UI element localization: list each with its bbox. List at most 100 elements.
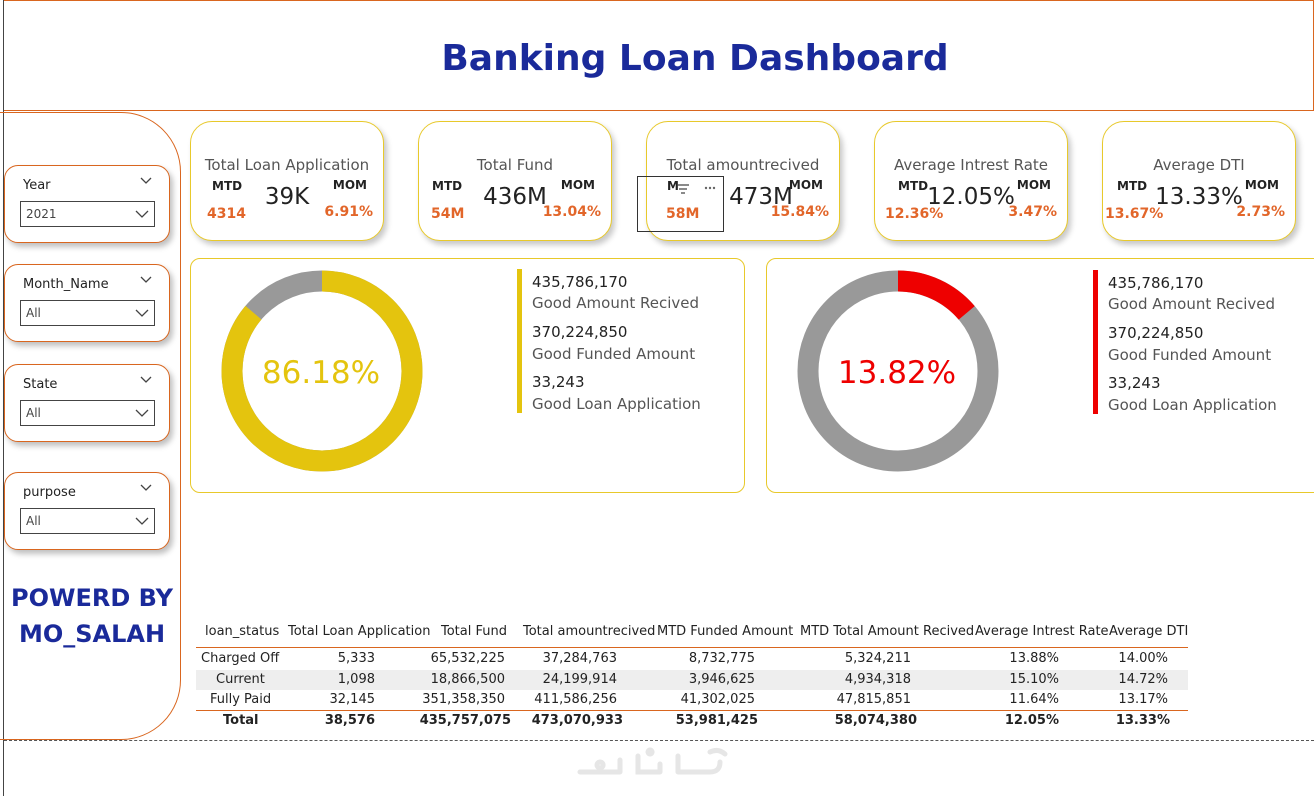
- table-total-row: Total 38,576 435,757,075 473,070,933 53,…: [196, 711, 1188, 731]
- table-cell: 411,586,256: [534, 692, 617, 707]
- table-cell: 24,199,914: [542, 672, 617, 687]
- kpi-mtd-label: M: [667, 179, 679, 193]
- frame-left-border: [3, 0, 4, 796]
- good-amount-received-label: Good Amount Recived: [532, 294, 699, 312]
- sidebar-panel: [0, 112, 181, 740]
- table-header-cell[interactable]: Total Fund: [441, 624, 507, 639]
- table-cell: 38,576: [324, 713, 375, 728]
- table-row[interactable]: Current 1,098 18,866,500 24,199,914 3,94…: [196, 670, 1188, 690]
- bad-loan-legend-bar: [1093, 270, 1098, 414]
- table-cell: 13.88%: [1009, 651, 1059, 666]
- page-title: Banking Loan Dashboard: [441, 38, 949, 79]
- slicer-year: Year 2021: [4, 165, 170, 243]
- table-cell: 58,074,380: [834, 713, 917, 728]
- table-cell: 65,532,225: [430, 651, 505, 666]
- table-header-cell[interactable]: loan_status: [205, 624, 280, 639]
- table-cell: 14.72%: [1118, 672, 1168, 687]
- bad-funded-amount-label: Good Funded Amount: [1108, 346, 1272, 364]
- bad-loan-donut: [797, 270, 999, 472]
- visual-focus-box[interactable]: [637, 176, 724, 232]
- kpi-mom-value: 15.84%: [770, 204, 829, 220]
- table-header-cell[interactable]: MTD Total Amount Recived: [800, 624, 975, 639]
- good-loan-legend-bar: [517, 269, 522, 413]
- bad-loan-application-value: 33,243: [1108, 374, 1161, 392]
- table-cell: 18,866,500: [430, 672, 505, 687]
- month-dropdown[interactable]: All: [20, 300, 155, 326]
- watermark-logo: [577, 747, 728, 775]
- table-cell: 5,324,211: [844, 651, 911, 666]
- good-funded-amount-value: 370,224,850: [532, 323, 628, 341]
- kpi-mtd-value: 54M: [431, 206, 465, 222]
- chevron-down-icon[interactable]: [139, 174, 153, 188]
- bad-loan-percent: 13.82%: [837, 355, 957, 391]
- slicer-purpose: purpose All: [4, 472, 170, 550]
- kpi-mtd-label: MTD: [432, 179, 463, 193]
- kpi-mom-label: MOM: [1244, 178, 1279, 192]
- table-header-cell[interactable]: Total amountrecived: [523, 624, 656, 639]
- kpi-mom-label: MOM: [560, 178, 595, 192]
- kpi-title: Total Loan Application: [204, 156, 370, 174]
- table-header-cell[interactable]: MTD Funded Amount: [657, 624, 794, 639]
- kpi-mtd-value: 12.36%: [885, 206, 944, 222]
- kpi-value: 13.33%: [1155, 184, 1243, 210]
- kpi-title: Average DTI: [1153, 156, 1245, 174]
- good-loan-panel: 86.18% 435,786,170 Good Amount Recived 3…: [190, 258, 745, 493]
- bad-funded-amount-value: 370,224,850: [1108, 324, 1204, 342]
- kpi-card-average-dti[interactable]: Average DTI MTD MOM 13.33% 13.67% 2.73%: [1102, 121, 1296, 241]
- kpi-mom-value: 2.73%: [1236, 204, 1285, 220]
- table-cell: 473,070,933: [531, 713, 623, 728]
- table-header-cell[interactable]: Average Intrest Rate: [975, 624, 1109, 639]
- chevron-down-icon: [135, 517, 149, 525]
- kpi-card-total-fund[interactable]: Total Fund MTD MOM 436M 54M 13.04%: [418, 121, 612, 241]
- table-cell: Current: [216, 672, 265, 687]
- table-cell: Total: [223, 713, 259, 728]
- table-cell: 47,815,851: [836, 692, 911, 707]
- purpose-dropdown[interactable]: All: [20, 508, 155, 534]
- year-dropdown[interactable]: 2021: [20, 201, 155, 227]
- good-loan-application-value: 33,243: [532, 373, 585, 391]
- powered-by-line2: MO_SALAH: [18, 620, 166, 648]
- table-header-cell[interactable]: Total Loan Application: [288, 624, 431, 639]
- slicer-label: Year: [23, 178, 51, 193]
- kpi-title: Total amountrecived: [666, 156, 820, 174]
- page-bottom-divider: [4, 740, 1314, 741]
- kpi-card-average-interest-rate[interactable]: Average Intrest Rate MTD MOM 12.05% 12.3…: [874, 121, 1068, 241]
- table-row[interactable]: Charged Off 5,333 65,532,225 37,284,763 …: [196, 649, 1188, 669]
- table-cell: 37,284,763: [542, 651, 617, 666]
- table-cell: 4,934,318: [844, 672, 911, 687]
- dropdown-value: 2021: [26, 207, 57, 221]
- kpi-mtd-value: 4314: [207, 206, 246, 222]
- kpi-mtd-label: MTD: [1117, 179, 1148, 193]
- table-total-divider: [196, 710, 1188, 711]
- chevron-down-icon[interactable]: [139, 481, 153, 495]
- table-cell: 5,333: [337, 651, 375, 666]
- bad-loan-application-label: Good Loan Application: [1108, 396, 1277, 414]
- bad-amount-received-label: Good Amount Recived: [1108, 295, 1275, 313]
- table-header-cell[interactable]: Average DTI: [1109, 624, 1189, 639]
- dropdown-value: All: [26, 406, 41, 420]
- table-cell: 3,946,625: [688, 672, 755, 687]
- state-dropdown[interactable]: All: [20, 400, 155, 426]
- bad-amount-received-value: 435,786,170: [1108, 274, 1204, 292]
- kpi-title: Average Intrest Rate: [893, 156, 1049, 174]
- kpi-mom-value: 3.47%: [1008, 204, 1057, 220]
- bad-loan-panel: 13.82% 435,786,170 Good Amount Recived 3…: [766, 258, 1314, 493]
- powered-by-line1: POWERD BY: [11, 584, 173, 612]
- table-cell: 13.17%: [1118, 692, 1168, 707]
- kpi-card-total-amount-received[interactable]: Total amountrecived M MOM 473M 58M 15.84…: [646, 121, 840, 241]
- table-row[interactable]: Fully Paid 32,145 351,358,350 411,586,25…: [196, 690, 1188, 710]
- chevron-down-icon[interactable]: [139, 273, 153, 287]
- more-options-icon[interactable]: [704, 186, 716, 190]
- kpi-mtd-value: 13.67%: [1105, 206, 1164, 222]
- kpi-mom-label: MOM: [332, 178, 367, 192]
- table-cell: 8,732,775: [688, 651, 755, 666]
- slicer-state: State All: [4, 364, 170, 442]
- kpi-mom-value: 13.04%: [542, 204, 601, 220]
- table-cell: 15.10%: [1009, 672, 1059, 687]
- kpi-card-total-loan-application[interactable]: Total Loan Application MTD MOM 39K 4314 …: [190, 121, 384, 241]
- filter-icon[interactable]: [676, 183, 690, 195]
- kpi-mom-value: 6.91%: [324, 204, 373, 220]
- chevron-down-icon[interactable]: [139, 373, 153, 387]
- kpi-mom-label: MOM: [788, 178, 823, 192]
- kpi-title: Total Fund: [476, 156, 554, 174]
